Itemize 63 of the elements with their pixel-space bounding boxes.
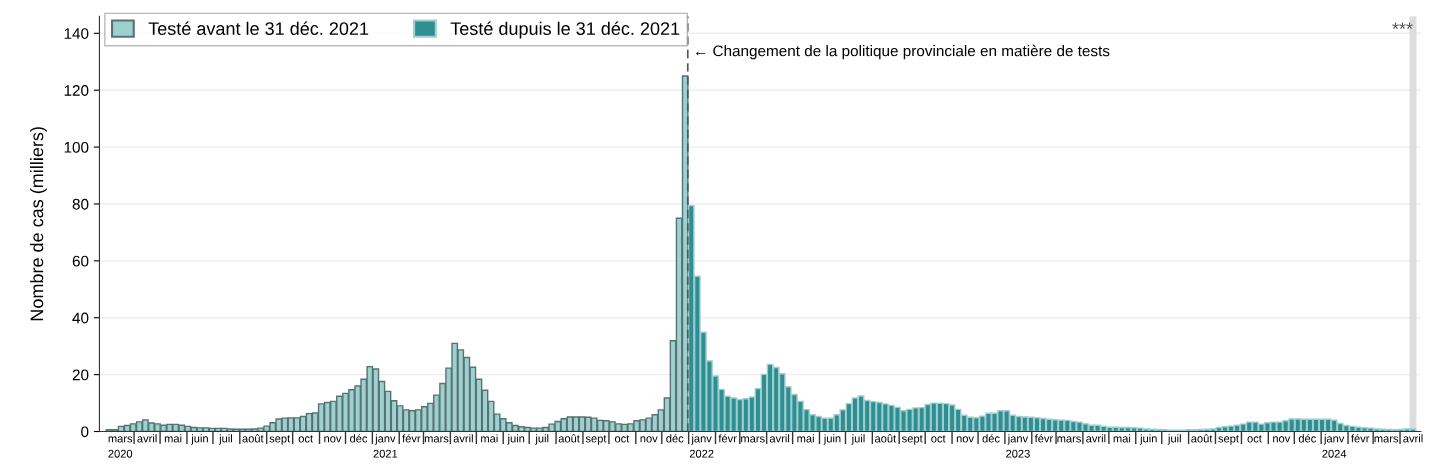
x-tick-label: mai (1113, 434, 1131, 443)
x-tick-label: juin (507, 434, 525, 445)
x-tick-label: janv 2023 (1006, 434, 1030, 458)
x-tick-label: mai (164, 434, 182, 443)
y-tick-label: 120 (64, 85, 89, 96)
x-tick-label: juil (535, 434, 549, 445)
x-tick-label: oct (614, 435, 630, 443)
x-tick-label: janv 2021 (373, 434, 398, 458)
y-tick-label: 80 (72, 198, 89, 210)
legend-label: Testé dupuis le 31 déc. 2021 (450, 21, 680, 39)
x-tick-label: sept (1218, 435, 1239, 445)
x-tick-label: avril (137, 434, 157, 443)
y-tick-label: 40 (72, 312, 89, 324)
x-tick-label: mars (741, 436, 765, 443)
x-tick-label: nov (1273, 436, 1291, 443)
x-tick-label: août (558, 434, 580, 443)
y-tick-label: 140 (64, 28, 89, 39)
x-tick-label: août (242, 434, 264, 443)
x-tick-label: déc (350, 434, 368, 443)
x-tick-label: avril (769, 434, 790, 443)
x-tick-label: août (875, 434, 897, 443)
x-tick-label: avril (1086, 434, 1106, 443)
x-tick-label: mai (481, 434, 498, 443)
ref-line-label: ← Changement de la politique provinciale en matière de tests (696, 44, 1110, 60)
band-label: *** (1392, 22, 1413, 29)
x-tick-label: mai (797, 434, 814, 443)
x-tick-label: juil (218, 434, 232, 445)
x-tick-label: juin (1139, 434, 1157, 445)
x-tick-label: août (1191, 434, 1213, 443)
x-tick-label: mars 2020 (108, 436, 133, 458)
x-tick-label: févr (1351, 434, 1370, 443)
x-tick-label: avril (453, 434, 473, 443)
x-tick-label: janv 2024 (1322, 434, 1347, 458)
x-tick-label: juil (851, 434, 865, 445)
x-tick-label: oct (931, 435, 946, 443)
x-tick-label: nov (640, 436, 658, 443)
x-tick-label: juil (1167, 434, 1181, 445)
x-tick-label: déc (666, 434, 684, 443)
x-tick-label: sept (269, 435, 291, 445)
x-tick-label: sept (902, 435, 923, 445)
x-tick-label: déc (1298, 434, 1316, 443)
x-tick-label: oct (298, 435, 313, 443)
x-tick-label: mars (1057, 436, 1081, 443)
y-tick-label: 60 (72, 255, 89, 267)
x-tick-label: janv 2022 (689, 434, 714, 458)
x-tick-label: févr (402, 434, 421, 443)
y-axis-title: Nombre de cas (milliers) (30, 127, 47, 321)
x-tick-label: févr (1034, 434, 1053, 443)
x-tick-label: juin (823, 434, 841, 445)
y-tick-label: 20 (72, 369, 89, 381)
x-tick-label: mars (1374, 436, 1399, 443)
x-tick-label: oct (1247, 435, 1262, 443)
legend-label: Testé avant le 31 déc. 2021 (148, 21, 369, 36)
x-tick-label: déc (982, 434, 1000, 443)
x-tick-label: févr (718, 434, 737, 443)
x-tick-label: nov (956, 436, 974, 443)
x-tick-label: nov (324, 436, 342, 443)
y-tick-label: 0 (81, 426, 89, 438)
x-tick-label: avril (1403, 434, 1423, 443)
x-tick-label: sept (585, 435, 607, 445)
x-tick-label: mars (424, 436, 449, 443)
y-tick-label: 100 (64, 141, 89, 153)
x-tick-label: juin (191, 434, 208, 445)
